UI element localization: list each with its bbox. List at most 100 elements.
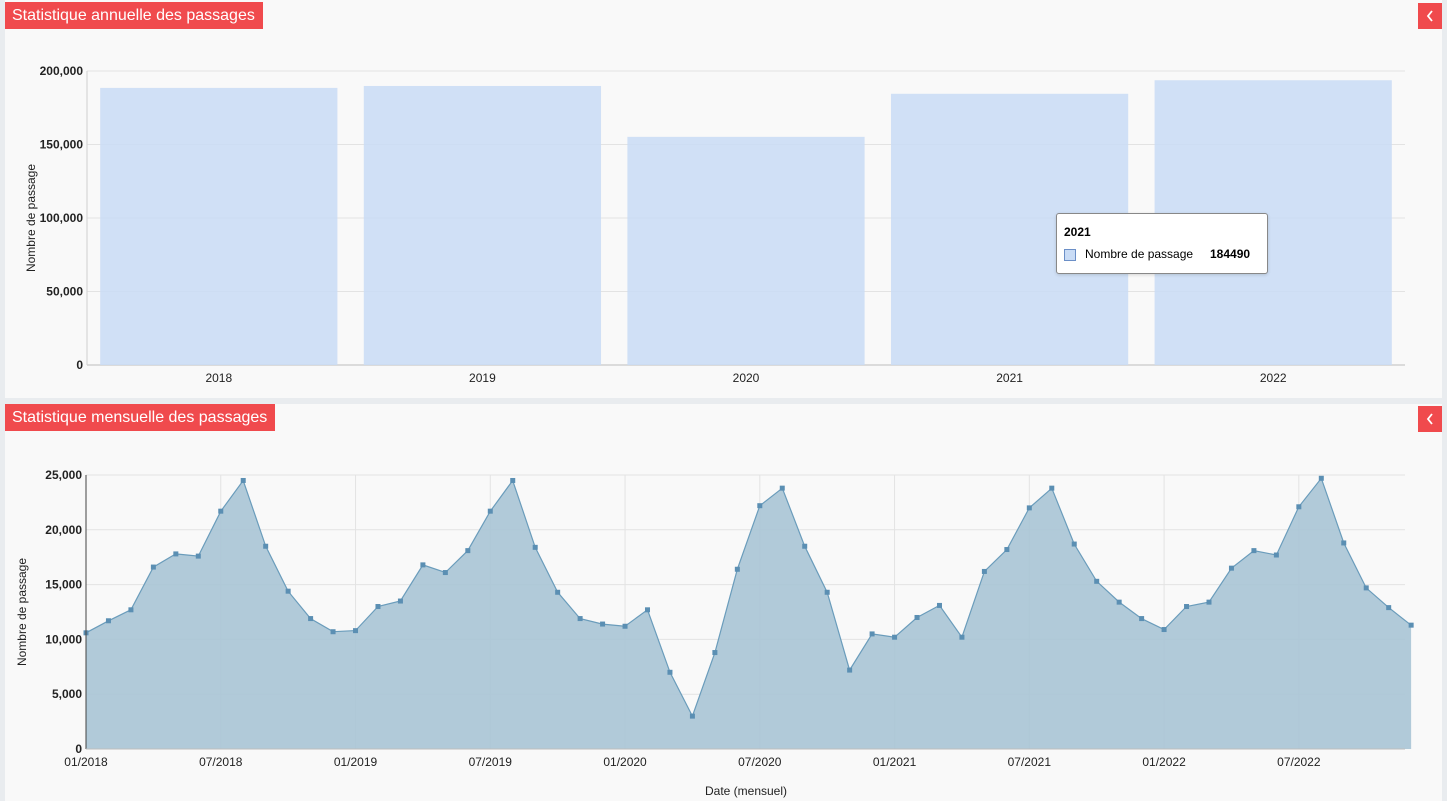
data-point <box>622 623 628 629</box>
bar <box>100 87 338 365</box>
y-tick-label: 100,000 <box>40 211 84 225</box>
data-point <box>1386 605 1392 611</box>
data-point <box>173 551 179 557</box>
chevron-left-icon <box>1426 413 1433 425</box>
data-point <box>420 562 426 568</box>
y-tick-label: 25,000 <box>45 468 82 482</box>
tooltip-title: 2021 <box>1064 225 1091 239</box>
data-point <box>1296 504 1302 510</box>
data-point <box>1273 552 1279 558</box>
data-point <box>757 503 763 509</box>
data-point <box>532 544 538 550</box>
data-point <box>892 634 898 640</box>
data-point <box>1318 475 1324 481</box>
data-point <box>465 548 471 554</box>
data-point <box>128 607 134 613</box>
data-point <box>330 629 336 635</box>
data-point <box>1228 565 1234 571</box>
x-tick-label: 2020 <box>733 371 760 385</box>
data-point <box>959 634 965 640</box>
data-point <box>1139 616 1145 622</box>
data-point <box>914 614 920 620</box>
data-point <box>689 713 695 719</box>
tooltip-value: 184490 <box>1210 247 1251 261</box>
data-point <box>1004 547 1010 553</box>
data-point <box>353 628 359 634</box>
annual-panel-title: Statistique annuelle des passages <box>5 2 263 29</box>
y-axis-title: Nombre de passage <box>24 164 38 272</box>
x-axis-title: Date (mensuel) <box>705 784 787 798</box>
monthly-panel-title: Statistique mensuelle des passages <box>5 404 276 431</box>
data-point <box>600 621 606 627</box>
monthly-panel: 0 5,000 10,000 15,000 20,000 25,000 01/2018 07/… <box>5 404 1442 801</box>
annual-collapse-button[interactable] <box>1418 3 1442 29</box>
data-point <box>375 604 381 610</box>
data-point <box>1071 541 1077 547</box>
x-tick-label: 07/2019 <box>469 755 513 769</box>
x-tick-label: 01/2018 <box>64 755 108 769</box>
y-tick-label: 0 <box>76 358 83 372</box>
monthly-collapse-button[interactable] <box>1418 406 1442 432</box>
data-point <box>105 618 111 624</box>
data-point <box>1094 578 1100 584</box>
x-tick-label: 01/2020 <box>603 755 647 769</box>
data-point <box>1206 599 1212 605</box>
x-tick-label: 01/2019 <box>334 755 378 769</box>
data-point <box>1251 548 1257 554</box>
bar <box>363 85 602 365</box>
x-tick-label: 07/2018 <box>199 755 243 769</box>
x-tick-label: 2018 <box>205 371 232 385</box>
data-point <box>1116 599 1122 605</box>
data-point <box>802 543 808 549</box>
data-point <box>1026 505 1032 511</box>
y-tick-label: 20,000 <box>45 523 82 537</box>
y-tick-label: 50,000 <box>46 285 83 299</box>
y-tick-label: 200,000 <box>40 64 84 78</box>
y-tick-label: 150,000 <box>40 138 84 152</box>
x-tick-label: 07/2020 <box>738 755 782 769</box>
data-point <box>308 616 314 622</box>
tooltip-series-label: Nombre de passage <box>1085 247 1194 261</box>
data-point <box>195 553 201 559</box>
chevron-left-icon <box>1426 10 1433 22</box>
x-tick-label: 01/2022 <box>1142 755 1186 769</box>
data-point <box>1341 540 1347 546</box>
data-point <box>824 589 830 595</box>
data-point <box>1363 585 1369 591</box>
data-point <box>667 669 673 675</box>
data-point <box>1049 485 1055 491</box>
data-point <box>263 543 269 549</box>
data-point <box>869 631 875 637</box>
data-point <box>712 650 718 656</box>
tooltip-legend-swatch <box>1064 249 1076 261</box>
annual-bar-chart: 0 50,000 100,000 150,000 200,000 2018 2019 2020… <box>24 64 1405 385</box>
area-fill <box>86 478 1412 749</box>
data-point <box>734 566 740 572</box>
bar-tooltip: 2021 Nombre de passage 184490 <box>1056 213 1268 274</box>
x-tick-label: 2019 <box>469 371 496 385</box>
data-point <box>1408 622 1414 628</box>
bar <box>627 136 865 365</box>
data-point <box>779 485 785 491</box>
data-point <box>936 602 942 608</box>
x-tick-label: 01/2021 <box>873 755 917 769</box>
data-point <box>1161 627 1167 633</box>
data-point <box>397 598 403 604</box>
data-point <box>847 667 853 673</box>
data-point <box>442 570 448 576</box>
data-point <box>218 508 224 514</box>
monthly-area-chart: 0 5,000 10,000 15,000 20,000 25,000 01/2018 07/… <box>15 468 1414 798</box>
data-point <box>1184 604 1190 610</box>
annual-panel: 0 50,000 100,000 150,000 200,000 2018 2019 2020… <box>5 0 1442 398</box>
data-point <box>150 564 156 570</box>
data-point <box>645 607 650 613</box>
data-point <box>555 589 561 595</box>
data-point <box>510 477 516 483</box>
data-point <box>240 477 246 483</box>
y-tick-label: 0 <box>75 742 82 756</box>
x-tick-label: 2022 <box>1260 371 1287 385</box>
x-tick-label: 07/2022 <box>1277 755 1321 769</box>
data-point <box>285 588 291 594</box>
x-tick-label: 07/2021 <box>1008 755 1052 769</box>
data-point <box>577 616 583 622</box>
